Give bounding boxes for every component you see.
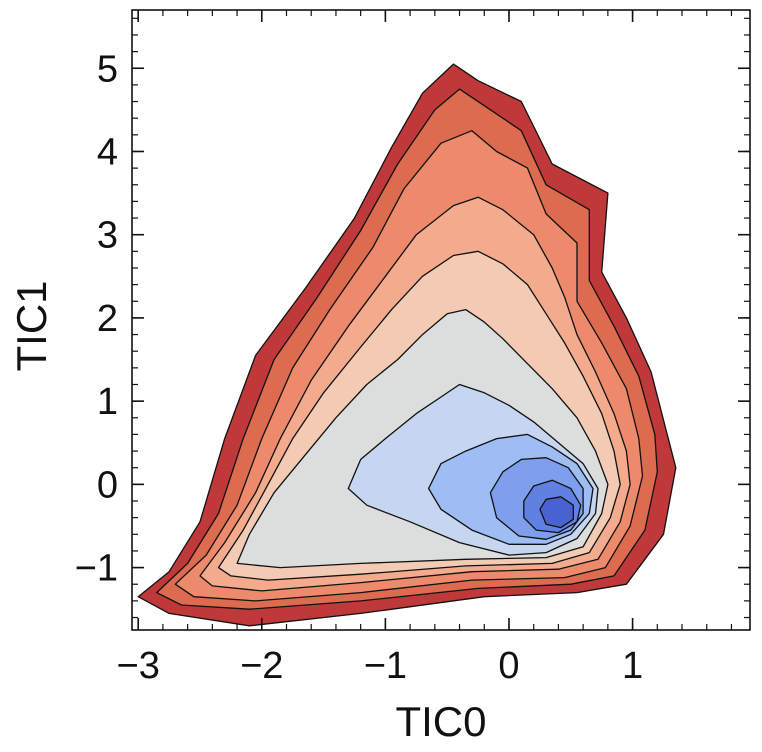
y-tick-label: 4 (97, 131, 118, 173)
x-tick-label: −3 (117, 645, 160, 687)
x-tick-label: 0 (498, 645, 519, 687)
major-ticks (132, 10, 750, 630)
y-tick-label: 5 (97, 48, 118, 90)
y-tick-label: −1 (75, 548, 118, 590)
x-tick-label: 1 (622, 645, 643, 687)
contour-level-11 (539, 496, 574, 529)
x-tick-labels: −3 −2 −1 0 1 (117, 645, 644, 687)
y-axis-label: TIC1 (8, 280, 55, 371)
x-tick-label: −1 (364, 645, 407, 687)
y-tick-label: 2 (97, 298, 118, 340)
x-axis-label: TIC0 (395, 698, 486, 745)
plot-frame (131, 9, 751, 631)
contour-layers (137, 63, 677, 627)
y-tick-labels: −1 0 1 2 3 4 5 (75, 48, 118, 589)
y-tick-label: 1 (97, 381, 118, 423)
y-tick-label: 3 (97, 215, 118, 257)
x-tick-label: −2 (240, 645, 283, 687)
y-tick-label: 0 (97, 464, 118, 506)
